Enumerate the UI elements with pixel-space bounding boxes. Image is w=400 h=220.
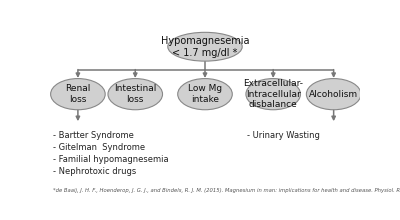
Ellipse shape <box>246 79 300 110</box>
Text: Intestinal
loss: Intestinal loss <box>114 84 156 104</box>
Text: Extracellular-
Intracellular
disbalance: Extracellular- Intracellular disbalance <box>243 79 303 109</box>
Text: - Familial hypomagnesemia: - Familial hypomagnesemia <box>53 155 169 164</box>
Text: Renal
loss: Renal loss <box>65 84 90 104</box>
Ellipse shape <box>306 79 361 110</box>
Text: - Urinary Wasting: - Urinary Wasting <box>247 131 320 139</box>
Text: - Bartter Syndrome: - Bartter Syndrome <box>53 131 134 139</box>
Text: Hypomagnesemia
< 1.7 mg/dl *: Hypomagnesemia < 1.7 mg/dl * <box>161 36 249 58</box>
Text: Alcoholism: Alcoholism <box>309 90 358 99</box>
Text: Low Mg
intake: Low Mg intake <box>188 84 222 104</box>
Text: *de Baaij, J. H. F., Hoenderop, J. G. J., and Bindels, R. J. M. (2015). Magnesiu: *de Baaij, J. H. F., Hoenderop, J. G. J.… <box>53 188 400 193</box>
Ellipse shape <box>51 79 105 110</box>
Text: - Nephrotoxic drugs: - Nephrotoxic drugs <box>53 167 136 176</box>
Text: - Gitelman  Syndrome: - Gitelman Syndrome <box>53 143 145 152</box>
Ellipse shape <box>108 79 162 110</box>
Ellipse shape <box>178 79 232 110</box>
Ellipse shape <box>168 32 242 61</box>
